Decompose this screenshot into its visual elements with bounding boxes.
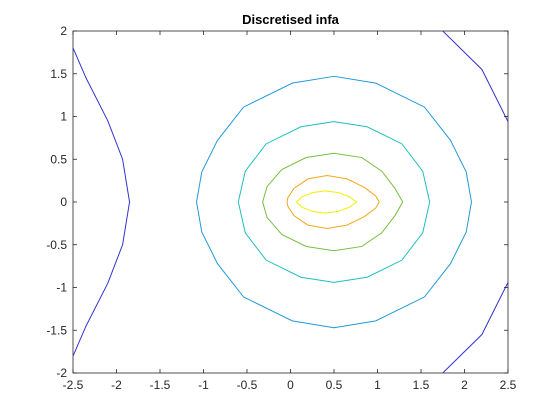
x-tick-label: 1.5 xyxy=(413,378,430,392)
contour-line-3 xyxy=(237,121,431,283)
y-tick-label: -1.5 xyxy=(46,323,67,337)
y-tick-label: 0 xyxy=(60,195,67,209)
x-tick-label: -1.5 xyxy=(150,378,171,392)
y-axis-tick-labels: -2 -1.5 -1 -0.5 0 0.5 1 1.5 2 xyxy=(46,24,67,380)
x-tick-label: -2 xyxy=(111,378,122,392)
x-tick-label: 2.5 xyxy=(500,378,517,392)
y-tick-label: 2 xyxy=(60,24,67,38)
y-tick-label: 1 xyxy=(60,110,67,124)
axis-ticks xyxy=(72,30,509,374)
x-tick-label: 1 xyxy=(374,378,381,392)
contour-line-6 xyxy=(295,190,358,214)
y-tick-label: -0.5 xyxy=(46,238,67,252)
x-tick-label: -1 xyxy=(198,378,209,392)
y-tick-label: -1 xyxy=(56,281,67,295)
contour-line-2 xyxy=(196,75,472,329)
x-tick-label: -2.5 xyxy=(63,378,84,392)
y-tick-label: 0.5 xyxy=(50,152,67,166)
chart-title: Discretised infa xyxy=(242,12,340,27)
contour-line-5 xyxy=(286,175,380,230)
y-tick-label: 1.5 xyxy=(50,67,67,81)
contour-lines xyxy=(73,31,508,373)
y-tick-label: -2 xyxy=(56,366,67,380)
plot-area xyxy=(72,30,509,374)
x-tick-label: 0.5 xyxy=(326,378,343,392)
contour-line-4 xyxy=(262,152,404,252)
x-tick-label: 0 xyxy=(287,378,294,392)
x-axis-tick-labels: -2.5 -2 -1.5 -1 -0.5 0 0.5 1 1.5 2 2.5 xyxy=(63,378,517,392)
x-tick-label: -0.5 xyxy=(237,378,258,392)
contour-line-1 xyxy=(73,31,508,373)
x-tick-label: 2 xyxy=(461,378,468,392)
